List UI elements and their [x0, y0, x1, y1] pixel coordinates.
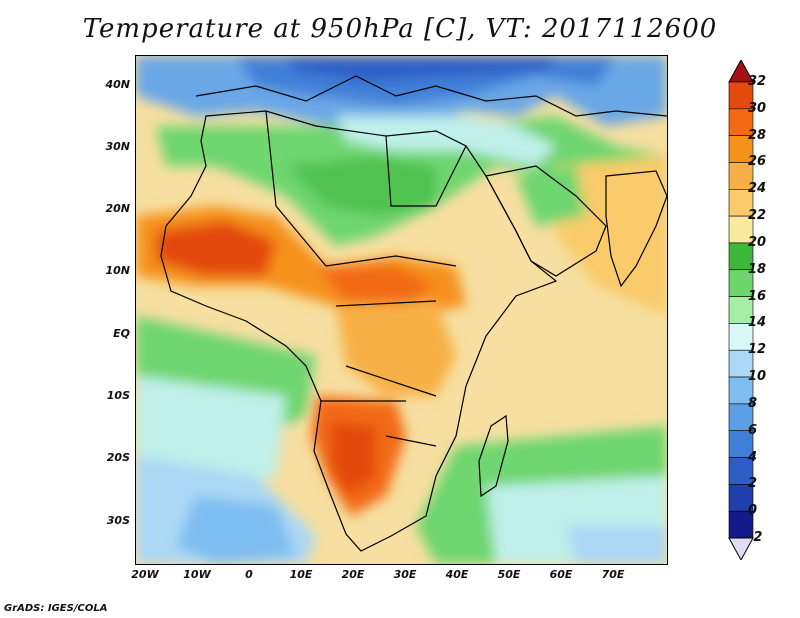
- lon-label-10w: 10W: [183, 568, 211, 581]
- lon-label-40e: 40E: [445, 568, 469, 581]
- colorbar-label: 4: [748, 449, 758, 465]
- lon-label-30e: 30E: [393, 568, 417, 581]
- colorbar-segment: [728, 269, 754, 297]
- colorbar-label: -2: [748, 530, 763, 545]
- lon-label-60e: 60E: [549, 568, 573, 581]
- colorbar: [728, 60, 754, 560]
- colorbar-segment: [728, 323, 754, 351]
- colorbar-segment: [728, 403, 754, 432]
- lat-label-20s: 20S: [106, 451, 130, 464]
- colorbar-label: 20: [748, 234, 767, 250]
- colorbar-label: 8: [748, 395, 758, 411]
- map-title: Temperature at 950hPa [C], VT: 201711260…: [82, 14, 718, 44]
- lat-label-20n: 20N: [105, 202, 130, 215]
- lat-label-10s: 10S: [106, 389, 130, 402]
- colorbar-segment: [728, 349, 754, 378]
- colorbar-label: 6: [748, 422, 758, 438]
- lon-label-10e: 10E: [289, 568, 313, 581]
- colorbar-label: 18: [748, 261, 767, 277]
- colorbar-segments: [728, 60, 754, 560]
- lon-label-50e: 50E: [497, 568, 521, 581]
- colorbar-segment: [728, 242, 754, 271]
- colorbar-segment: [728, 430, 754, 458]
- lat-label-40n: 40N: [105, 78, 130, 91]
- colorbar-label: 32: [748, 74, 767, 89]
- colorbar-segment: [728, 188, 754, 217]
- colorbar-label: 22: [748, 208, 767, 224]
- colorbar-segment: [728, 135, 754, 163]
- lon-label-0: 0: [245, 568, 253, 581]
- colorbar-label: 12: [748, 342, 767, 358]
- lat-label-eq: EQ: [113, 327, 130, 340]
- lat-label-30n: 30N: [105, 140, 130, 153]
- colorbar-segment: [728, 376, 754, 405]
- lon-label-20e: 20E: [341, 568, 365, 581]
- colorbar-bottom-arrow: [728, 537, 754, 560]
- colorbar-segment: [728, 457, 754, 485]
- colorbar-label: 10: [748, 369, 767, 385]
- colorbar-label: 14: [748, 315, 767, 331]
- colorbar-label: 16: [748, 288, 767, 304]
- colorbar-segment: [728, 510, 754, 539]
- lat-label-30s: 30S: [106, 514, 130, 527]
- colorbar-segment: [728, 215, 754, 244]
- lon-label-20w: 20W: [131, 568, 159, 581]
- colorbar-segment: [728, 296, 754, 324]
- colorbar-label: 26: [748, 154, 767, 170]
- lat-label-10n: 10N: [105, 264, 130, 277]
- colorbar-label: 28: [748, 127, 767, 143]
- colorbar-label: 0: [748, 503, 758, 519]
- colorbar-label: 30: [748, 100, 767, 116]
- colorbar-segment: [728, 484, 754, 512]
- colorbar-label: 2: [748, 476, 758, 492]
- temperature-field: [136, 56, 667, 564]
- grads-credit: GrADS: IGES/COLA: [4, 603, 108, 614]
- lon-label-70e: 70E: [601, 568, 625, 581]
- colorbar-segment: [728, 162, 754, 190]
- colorbar-label: 24: [748, 181, 767, 197]
- temperature-map: [135, 55, 668, 565]
- colorbar-segment: [728, 81, 754, 110]
